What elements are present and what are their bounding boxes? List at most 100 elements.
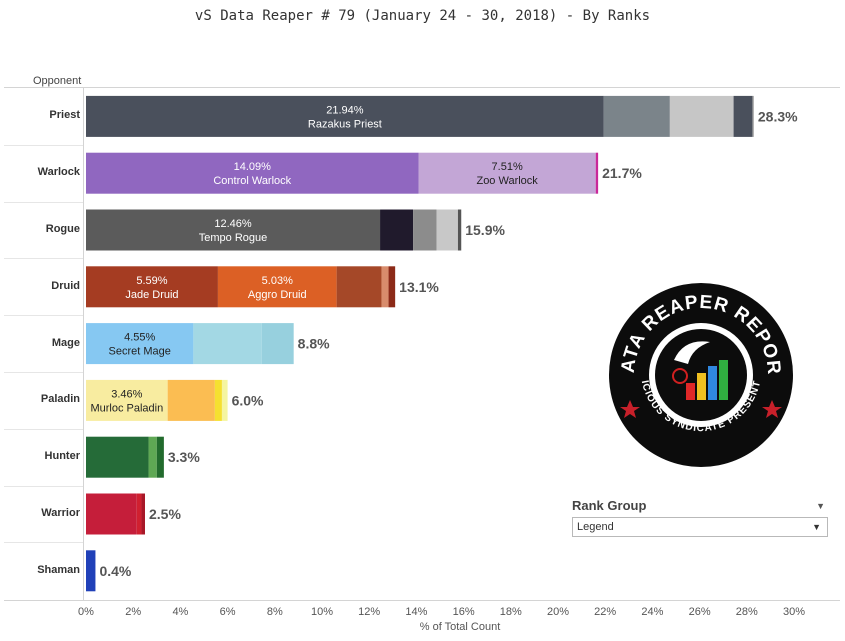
row-separator bbox=[4, 542, 83, 544]
bar-segment[interactable] bbox=[136, 493, 142, 535]
row-separator bbox=[4, 144, 83, 146]
bar-segment[interactable] bbox=[752, 95, 754, 137]
x-tick-label: 4% bbox=[172, 606, 188, 618]
x-tick-label: 18% bbox=[500, 606, 522, 618]
bar-segment[interactable] bbox=[733, 95, 753, 137]
star-icon bbox=[620, 400, 640, 418]
bar-segment[interactable] bbox=[86, 493, 137, 535]
data-label-percent: 3.46% bbox=[111, 388, 142, 400]
category-label: Mage bbox=[51, 336, 80, 349]
data-label-archetype: Aggro Druid bbox=[248, 289, 307, 301]
data-reaper-logo: DATA REAPER REPORT VICIOUS SYNDICATE PRE… bbox=[606, 280, 793, 467]
bar-segment[interactable] bbox=[336, 266, 382, 308]
bar-segment[interactable] bbox=[217, 266, 337, 308]
bar-segment[interactable] bbox=[381, 266, 389, 308]
category-label: Shaman bbox=[37, 563, 80, 576]
bar-segment[interactable] bbox=[380, 209, 414, 251]
x-tick-label: 20% bbox=[547, 606, 569, 618]
bar-segment[interactable] bbox=[86, 436, 149, 478]
bar-segment[interactable] bbox=[413, 209, 437, 251]
x-tick-label: 28% bbox=[736, 606, 758, 618]
total-label: 28.3% bbox=[758, 108, 798, 124]
category-label: Warrior bbox=[41, 507, 80, 519]
chart-frame-bottom bbox=[4, 600, 840, 601]
x-axis-title: % of Total Count bbox=[419, 621, 501, 633]
x-tick-label: 2% bbox=[125, 606, 141, 618]
star-icon bbox=[762, 400, 782, 418]
bar-segment[interactable] bbox=[214, 379, 222, 421]
scythe-icon bbox=[674, 341, 710, 364]
reaper-eye-icon bbox=[672, 368, 688, 384]
bar-segment[interactable] bbox=[86, 550, 96, 592]
data-label-archetype: Razakus Priest bbox=[308, 118, 382, 130]
bar-segment[interactable] bbox=[156, 436, 164, 478]
category-label: Paladin bbox=[40, 393, 80, 406]
chart-frame-left bbox=[83, 87, 84, 600]
data-label-archetype: Zoo Warlock bbox=[476, 175, 538, 187]
bar-segment[interactable] bbox=[388, 266, 396, 308]
row-separator bbox=[4, 315, 83, 317]
x-tick-label: 16% bbox=[453, 606, 475, 618]
filter-menu-icon[interactable]: ▼ bbox=[816, 501, 825, 511]
x-tick-label: 30% bbox=[783, 606, 805, 618]
bar-segment[interactable] bbox=[86, 323, 194, 365]
category-label: Rogue bbox=[45, 223, 80, 235]
bar-segment[interactable] bbox=[167, 379, 215, 421]
x-tick-label: 14% bbox=[405, 606, 427, 618]
row-separator bbox=[4, 485, 83, 487]
bar-segment[interactable] bbox=[193, 323, 262, 365]
bar-segment[interactable] bbox=[418, 152, 596, 194]
rank-group-filter: Rank Group ▼ Legend ▼ bbox=[572, 498, 828, 537]
bar-segment[interactable] bbox=[86, 95, 604, 137]
logo-bar-icon bbox=[697, 373, 706, 400]
bar-segment[interactable] bbox=[86, 152, 419, 194]
total-label: 2.5% bbox=[149, 506, 181, 522]
bar-segment[interactable] bbox=[603, 95, 670, 137]
x-tick-label: 12% bbox=[358, 606, 380, 618]
bar-segment[interactable] bbox=[148, 436, 157, 478]
x-tick-label: 10% bbox=[311, 606, 333, 618]
data-label-percent: 21.94% bbox=[326, 104, 364, 116]
data-label-archetype: Control Warlock bbox=[213, 175, 291, 187]
data-label-archetype: Murloc Paladin bbox=[90, 402, 163, 414]
total-label: 3.3% bbox=[168, 449, 200, 465]
bar-segment[interactable] bbox=[669, 95, 734, 137]
bar-segment[interactable] bbox=[86, 266, 218, 308]
logo-bar-icon bbox=[708, 366, 717, 400]
category-label: Priest bbox=[49, 109, 80, 122]
total-label: 0.4% bbox=[99, 563, 131, 579]
data-label-archetype: Secret Mage bbox=[109, 346, 171, 358]
x-tick-label: 24% bbox=[641, 606, 663, 618]
total-label: 15.9% bbox=[465, 222, 505, 238]
bar-segment[interactable] bbox=[141, 493, 145, 535]
x-tick-label: 26% bbox=[689, 606, 711, 618]
bar-segment[interactable] bbox=[86, 379, 168, 421]
total-label: 8.8% bbox=[298, 336, 330, 352]
category-label: Warlock bbox=[37, 166, 80, 179]
bar-segment[interactable] bbox=[436, 209, 458, 251]
x-tick-label: 8% bbox=[267, 606, 283, 618]
data-label-percent: 5.03% bbox=[262, 275, 293, 287]
data-label-percent: 14.09% bbox=[234, 161, 272, 173]
data-label-archetype: Tempo Rogue bbox=[199, 232, 268, 244]
logo-bar-icon bbox=[686, 383, 695, 400]
rank-group-selected: Legend bbox=[577, 521, 614, 533]
bar-segment[interactable] bbox=[457, 209, 462, 251]
x-tick-label: 6% bbox=[220, 606, 236, 618]
logo-bar-icon bbox=[719, 360, 728, 400]
bar-segment[interactable] bbox=[261, 323, 294, 365]
data-label-percent: 5.59% bbox=[136, 275, 167, 287]
data-label-percent: 7.51% bbox=[492, 161, 523, 173]
data-label-percent: 4.55% bbox=[124, 332, 155, 344]
total-label: 6.0% bbox=[232, 392, 264, 408]
chart-title: vS Data Reaper # 79 (January 24 - 30, 20… bbox=[194, 8, 651, 24]
bar-segment[interactable] bbox=[221, 379, 228, 421]
bar-segment[interactable] bbox=[86, 209, 381, 251]
category-label: Hunter bbox=[44, 450, 80, 463]
rank-group-select[interactable]: Legend ▼ bbox=[572, 517, 828, 537]
bar-segment[interactable] bbox=[595, 152, 599, 194]
row-separator bbox=[4, 372, 83, 373]
total-label: 21.7% bbox=[602, 165, 642, 181]
data-label-archetype: Jade Druid bbox=[125, 289, 178, 301]
